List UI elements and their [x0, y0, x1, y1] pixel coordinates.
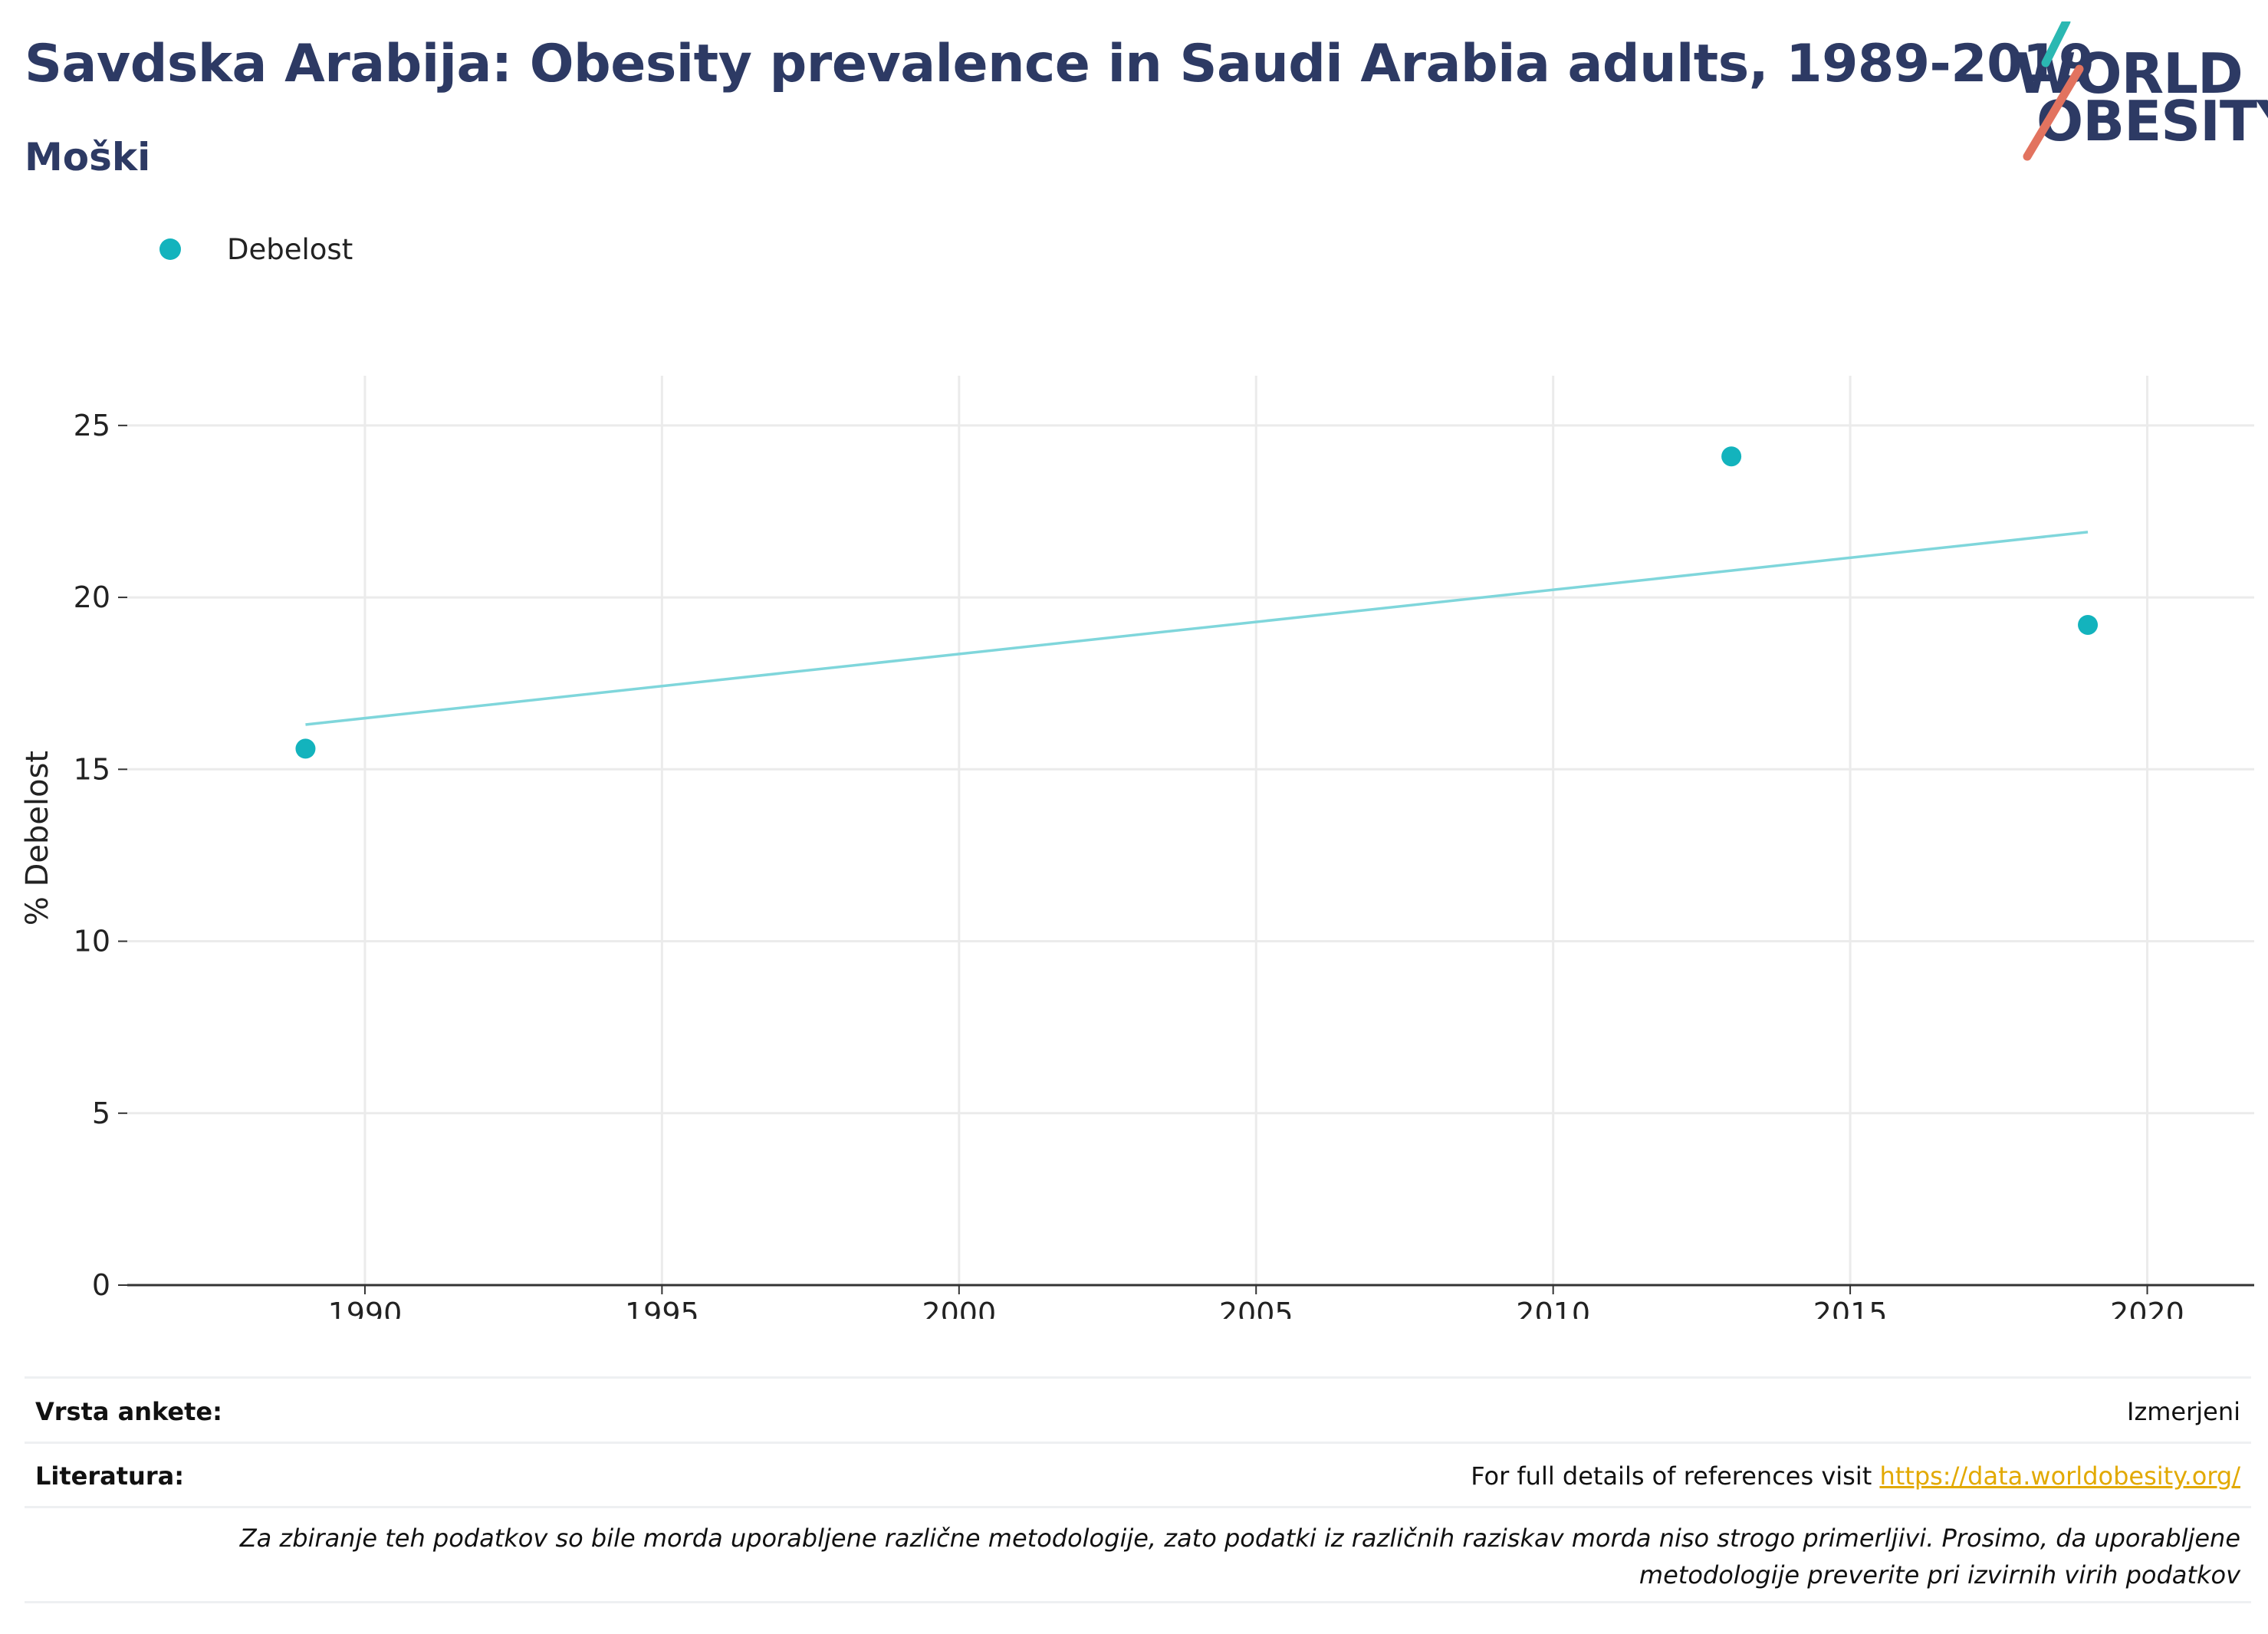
references-text: For full details of references visit	[1471, 1461, 1880, 1491]
data-point	[295, 738, 316, 759]
y-tick-label: 20	[74, 580, 110, 614]
x-tick-label: 2015	[1813, 1297, 1888, 1319]
data-point	[1721, 446, 1742, 467]
x-tick-label: 1990	[328, 1297, 403, 1319]
scatter-chart: 1990 1995 2000 2005 2010 2015 2020 0 5 10 15 20 25 %…	[20, 376, 2254, 1319]
y-tick-label: 0	[92, 1268, 110, 1302]
chart-axes: 1990 1995 2000 2005 2010 2015 2020 0 5 10 15 20 25	[74, 409, 2254, 1319]
data-points-layer	[295, 446, 2099, 759]
x-tick-label: 2005	[1219, 1297, 1293, 1319]
footer-divider	[25, 1601, 2251, 1603]
y-axis-label: % Debelost	[20, 751, 55, 925]
survey-type-value: Izmerjeni	[2127, 1397, 2240, 1426]
survey-type-label: Vrsta ankete:	[35, 1397, 222, 1426]
y-tick-label: 25	[74, 409, 110, 442]
references-value: For full details of references visit htt…	[1471, 1461, 2240, 1491]
x-tick-label: 2020	[2110, 1297, 2184, 1319]
x-tick-label: 2010	[1516, 1297, 1590, 1319]
references-link[interactable]: https://data.worldobesity.org/	[1879, 1461, 2240, 1491]
chart-subtitle: Moški	[25, 135, 151, 179]
trendline	[305, 531, 2089, 726]
y-tick-label: 15	[74, 752, 110, 786]
legend-label: Debelost	[227, 232, 353, 266]
footer-divider	[25, 1376, 2251, 1379]
y-tick-label: 5	[92, 1096, 110, 1130]
chart-legend[interactable]: Debelost	[159, 230, 353, 268]
trendline-layer	[305, 531, 2089, 726]
data-point	[2078, 614, 2099, 635]
footer-divider	[25, 1506, 2251, 1508]
x-tick-label: 2000	[922, 1297, 996, 1319]
references-label: Literatura:	[35, 1461, 184, 1491]
x-tick-label: 1995	[625, 1297, 699, 1319]
footer-divider	[25, 1442, 2251, 1444]
world-obesity-logo[interactable]: WORLD OBESITY	[2009, 21, 2268, 164]
logo-slash-icon	[2023, 21, 2084, 161]
methodology-note: Za zbiranje teh podatkov so bile morda u…	[239, 1524, 2240, 1590]
logo-text-obesity: OBESITY	[2036, 89, 2268, 153]
legend-marker-icon	[159, 238, 181, 260]
y-tick-label: 10	[74, 925, 110, 958]
footer-references-row: Literatura: For full details of referenc…	[25, 1461, 2251, 1500]
page-title: Savdska Arabija: Obesity prevalence in S…	[25, 34, 2095, 94]
chart-grid	[127, 376, 2254, 1285]
footer-survey-row: Vrsta ankete: Izmerjeni	[25, 1397, 2251, 1435]
